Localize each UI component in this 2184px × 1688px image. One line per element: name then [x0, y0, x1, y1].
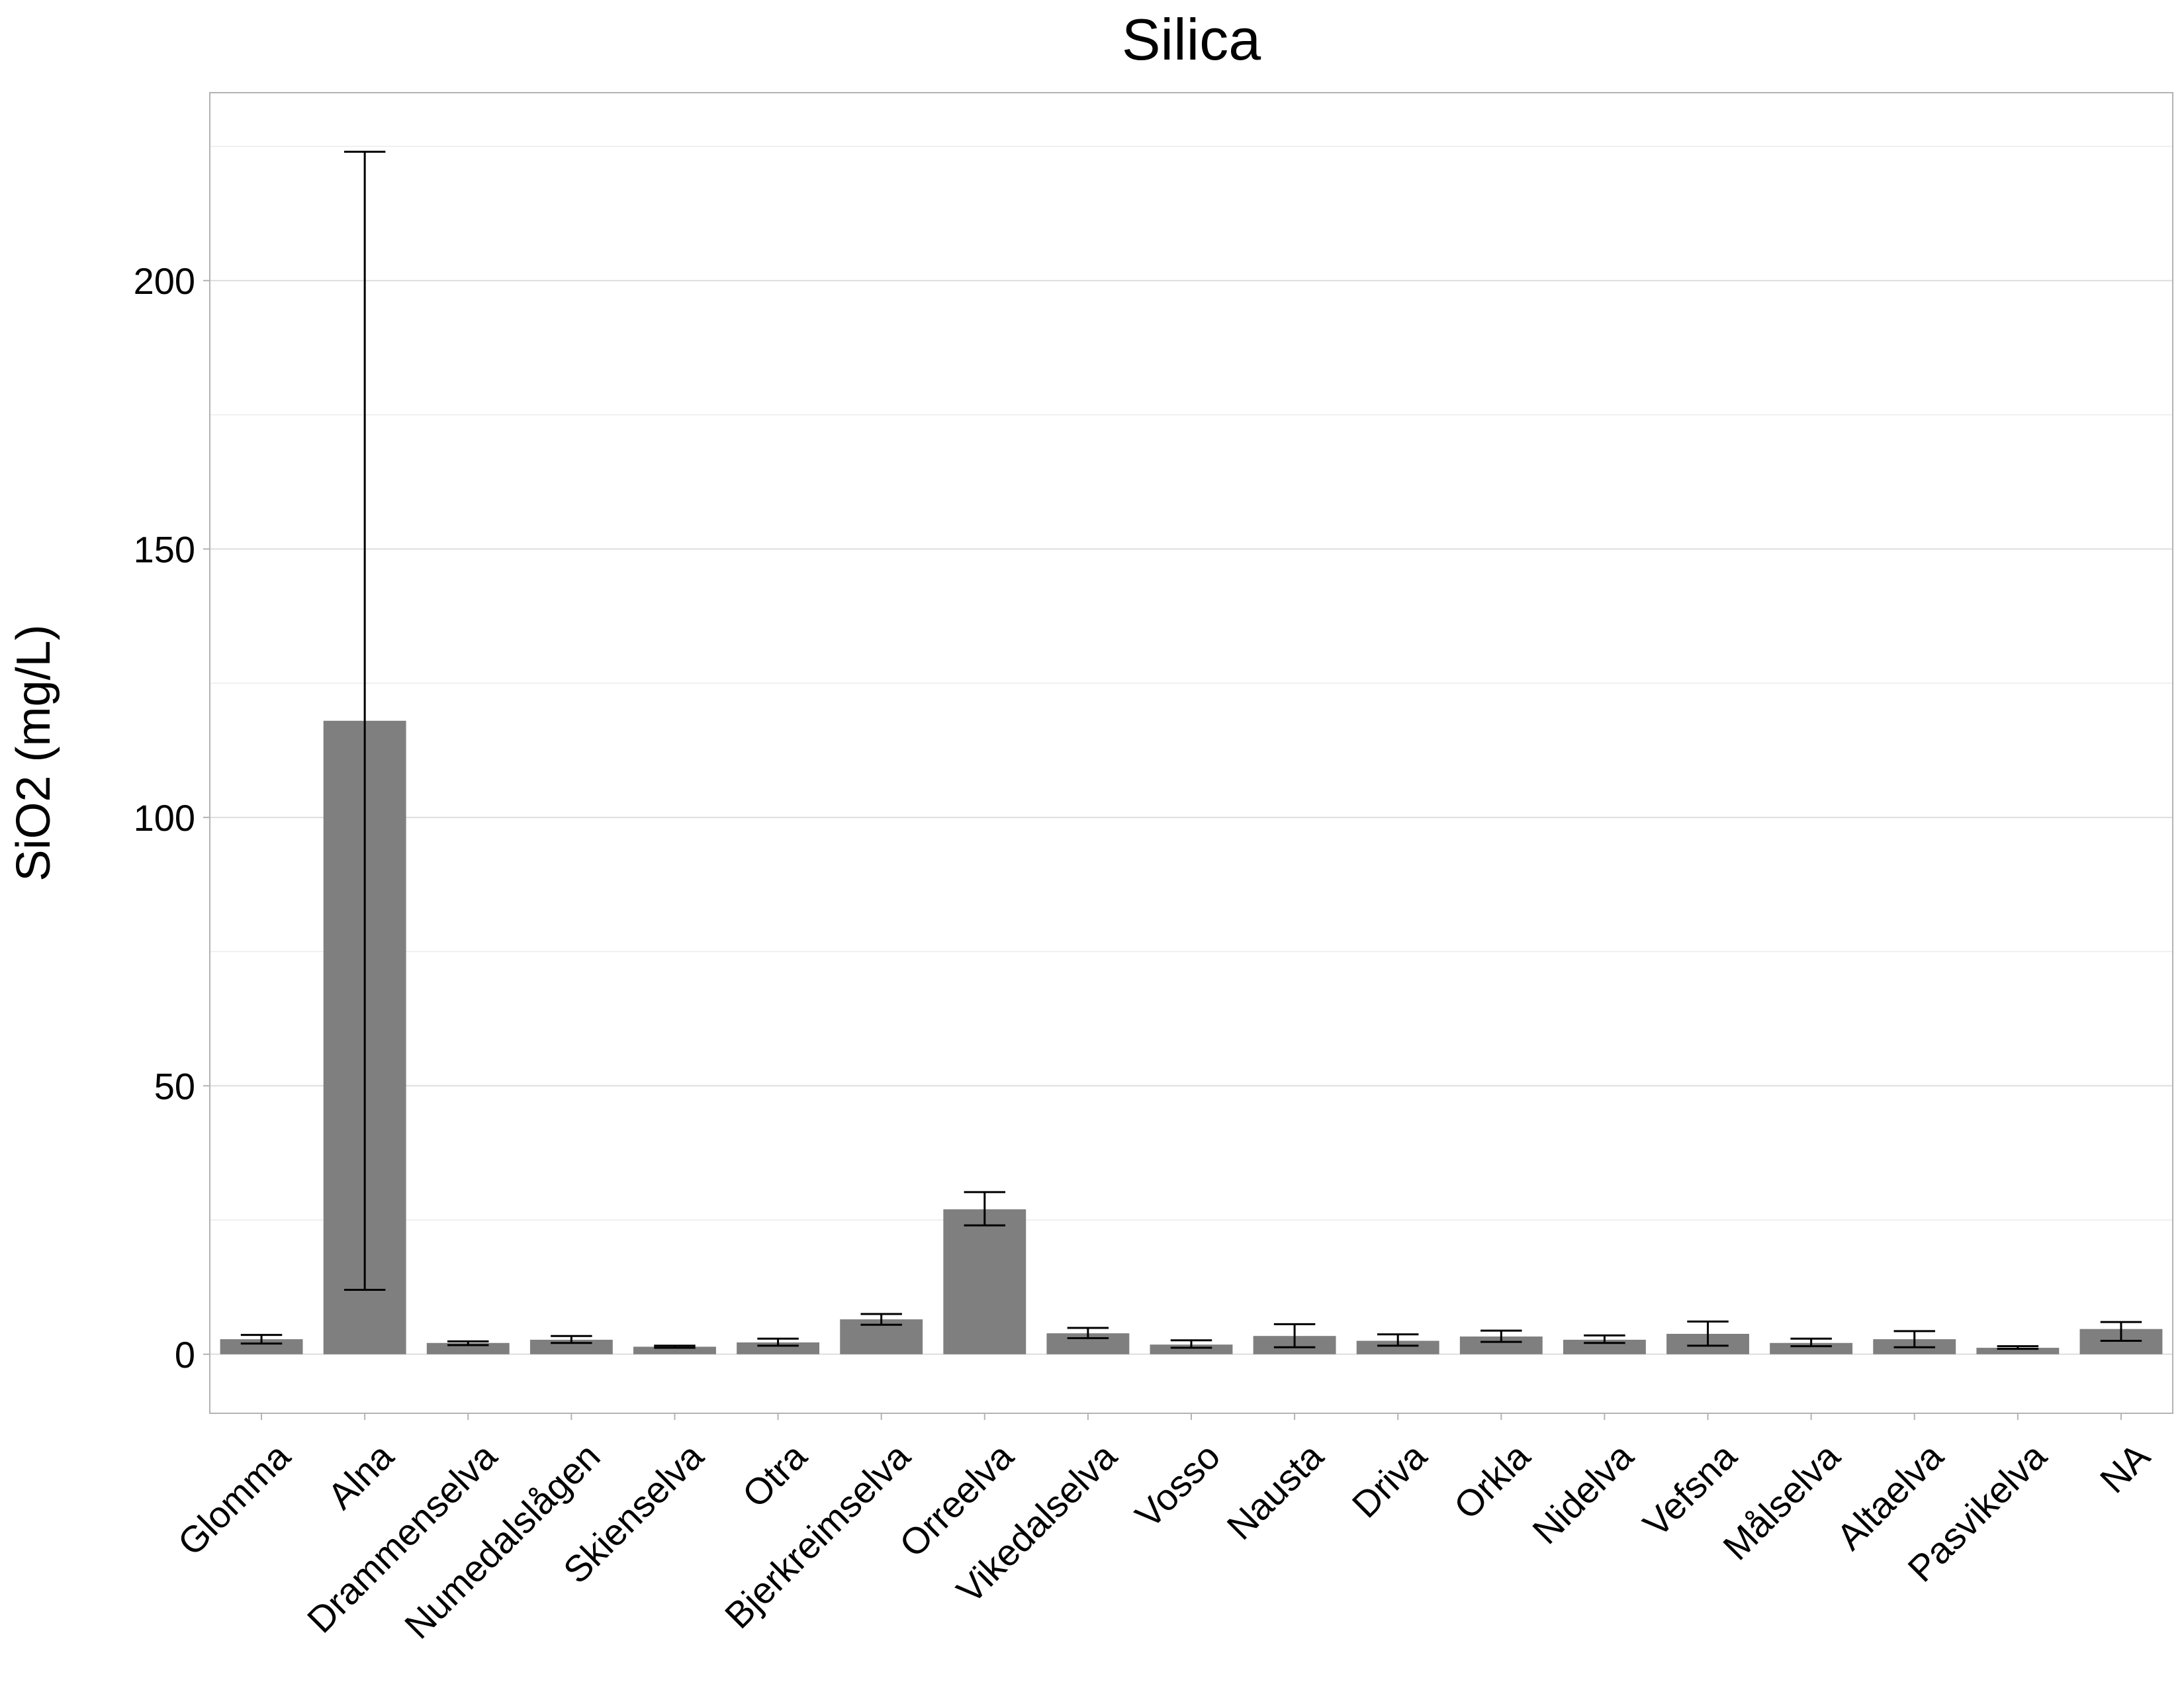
- x-tick-label: Drammenselva: [299, 1434, 505, 1640]
- x-tick-label: Otra: [734, 1434, 815, 1515]
- error-bar-vikedalselva: [1067, 1327, 1109, 1339]
- bar-skienselva: [633, 1346, 716, 1354]
- x-tick-label: Nidelva: [1524, 1434, 1641, 1552]
- error-bar-otra: [757, 1337, 799, 1347]
- error-bar-glomma: [240, 1334, 283, 1345]
- x-tick-label: Vosso: [1127, 1435, 1228, 1536]
- error-bar-målselva: [1790, 1337, 1832, 1348]
- plot-panel-border: [209, 92, 2173, 1414]
- y-tick-label: 150: [134, 528, 195, 570]
- x-tick-label: Bjerkreimselva: [717, 1434, 919, 1636]
- error-bar-vefsna: [1687, 1320, 1729, 1347]
- chart-title: Silica: [1122, 7, 1261, 72]
- y-tick-label: 200: [134, 260, 195, 302]
- y-tick-label: 100: [134, 797, 195, 839]
- error-bar-na: [2100, 1321, 2142, 1342]
- x-tick-label: Målselva: [1715, 1434, 1848, 1568]
- error-bar-nausta: [1273, 1323, 1316, 1348]
- y-axis-label: SiO2 (mg/L): [7, 624, 60, 881]
- error-bar-driva: [1377, 1333, 1419, 1347]
- error-bar-vosso: [1170, 1339, 1212, 1349]
- x-tick-label: Orkla: [1445, 1434, 1538, 1527]
- x-tick-label: Nausta: [1218, 1434, 1332, 1548]
- x-tick-label: Alna: [320, 1434, 402, 1517]
- error-bar-layer: [240, 150, 2142, 1350]
- error-bar-bjerkreimselva: [860, 1313, 902, 1326]
- error-bar-pasvikelva: [1997, 1345, 2039, 1350]
- error-bar-numedalslågen: [551, 1335, 592, 1344]
- bar-driva: [1356, 1340, 1439, 1354]
- bar-pasvikelva: [1976, 1348, 2060, 1354]
- error-bar-drammenselva: [447, 1340, 489, 1346]
- x-tick-layer: Glomma AlnaDrammenselvaNumedalslågenSkien…: [169, 1413, 2158, 1646]
- error-bar-nidelva: [1584, 1334, 1625, 1344]
- error-bar-skienselva: [654, 1344, 696, 1349]
- grid-layer: [210, 146, 2173, 1355]
- x-tick-label: Driva: [1344, 1434, 1435, 1526]
- error-bar-altaelva: [1893, 1330, 1935, 1348]
- error-bar-orkla: [1480, 1329, 1522, 1343]
- bar-layer: [220, 720, 2163, 1354]
- bar-orreelva: [943, 1209, 1026, 1354]
- x-tick-label: Glomma: [169, 1434, 298, 1564]
- x-tick-label: NA: [2092, 1434, 2158, 1501]
- y-tick-label: 0: [175, 1334, 195, 1376]
- error-bar-alna: [343, 150, 386, 1291]
- y-tick-layer: 0 50 100 150 200: [134, 260, 210, 1376]
- error-bar-orreelva: [964, 1191, 1006, 1227]
- y-tick-label: 50: [154, 1065, 195, 1107]
